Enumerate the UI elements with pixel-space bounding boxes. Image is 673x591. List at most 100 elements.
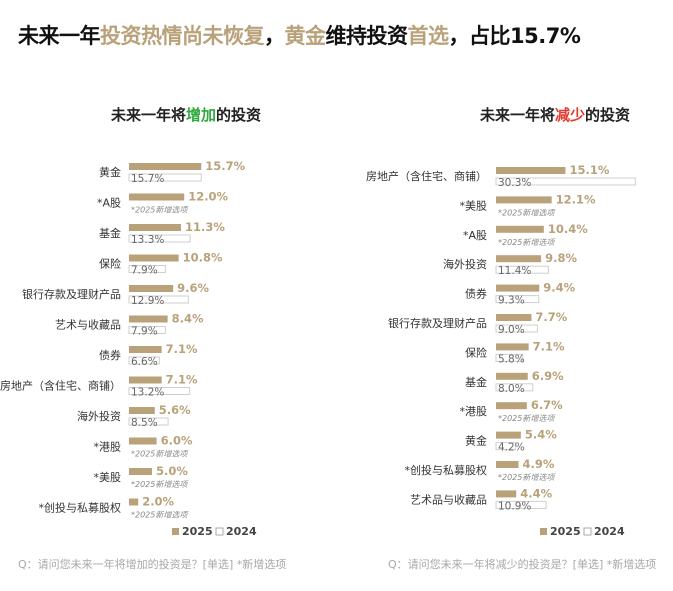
right-category-label: 债券 <box>465 287 487 301</box>
right-value-label-2025: 7.7% <box>535 310 567 324</box>
headline-part-1: 未来一年 <box>18 24 101 48</box>
left-bar-2024 <box>128 417 169 426</box>
left-value-label-2025: 7.1% <box>166 342 198 356</box>
right-value-label-2024: 11.4% <box>498 265 531 277</box>
left-bar-2024 <box>128 387 191 395</box>
left-value-label-2025: 8.4% <box>172 312 204 326</box>
right-bar-2025 <box>496 167 566 174</box>
left-new-option-note: *2025新增选项 <box>131 511 189 520</box>
left-value-label-2024: 7.9% <box>131 265 158 277</box>
left-chart-title-part-1: 未来一年将 <box>110 106 186 124</box>
right-legend-swatch-2025 <box>540 528 547 535</box>
left-value-label-2024: 7.9% <box>131 326 158 338</box>
right-legend-label-2024: 2024 <box>594 525 625 538</box>
right-new-option-note: *2025新增选项 <box>498 473 556 482</box>
left-category-label: *A股 <box>97 197 121 210</box>
left-value-label-2024: 13.3% <box>131 234 164 246</box>
left-category-label: 债券 <box>99 348 121 362</box>
right-value-label-2025: 5.4% <box>525 428 557 442</box>
left-category-label: 基金 <box>99 226 121 240</box>
right-value-label-2024: 4.2% <box>498 442 525 454</box>
left-legend-swatch-2025 <box>172 528 179 535</box>
right-bar-2024 <box>495 442 516 451</box>
left-value-label-2024: 8.5% <box>131 417 158 429</box>
right-bar-2024 <box>495 324 538 333</box>
right-value-label-2025: 15.1% <box>569 163 609 177</box>
left-bar-2025 <box>129 163 202 170</box>
right-bar-2025 <box>496 402 527 410</box>
right-chart-title-part-1: 未来一年将 <box>479 106 555 124</box>
left-category-label: 银行存款及理财产品 <box>22 287 121 301</box>
left-category-label: 房地产（含住宅、商铺） <box>0 379 121 393</box>
left-value-label-2025: 7.1% <box>166 373 198 387</box>
right-chart-footnote: Q：请问您未来一年将减少的投资是？[单选] *新增选项 <box>388 558 657 571</box>
right-bar-2024 <box>495 500 547 509</box>
left-bar-2025 <box>129 468 152 475</box>
right-value-label-2025: 9.8% <box>545 251 577 265</box>
left-value-label-2025: 2.0% <box>142 495 174 509</box>
left-value-label-2025: 9.6% <box>177 281 209 295</box>
left-category-label: *创投与私募股权 <box>39 501 122 515</box>
right-value-label-2024: 10.9% <box>498 500 531 512</box>
right-bar-2024 <box>495 265 549 274</box>
right-value-label-2025: 7.1% <box>533 339 565 353</box>
headline-part-2: 投资热情尚未恢复 <box>100 24 265 48</box>
left-chart-title: 未来一年将增加的投资 <box>110 106 261 124</box>
right-category-label: *A股 <box>463 229 487 242</box>
right-category-label: 黄金 <box>465 434 487 448</box>
left-value-label-2025: 11.3% <box>185 220 225 234</box>
right-new-option-note: *2025新增选项 <box>498 238 556 247</box>
headline-part-6: 首选 <box>407 24 450 48</box>
right-chart-title-part-2: 减少 <box>555 106 585 124</box>
left-value-label-2024: 13.2% <box>131 387 164 399</box>
headline-part-5: 维持投资 <box>325 24 409 48</box>
right-category-label: 基金 <box>465 375 487 389</box>
right-bar-2024 <box>495 383 534 392</box>
right-category-label: *美股 <box>460 199 488 212</box>
page-headline: 未来一年投资热情尚未恢复，黄金维持投资首选，占比15.7% <box>18 20 581 50</box>
left-legend-label-2024: 2024 <box>226 525 257 538</box>
left-new-option-note: *2025新增选项 <box>131 450 189 459</box>
headline-part-4: 黄金 <box>284 24 327 48</box>
left-new-option-note: *2025新增选项 <box>131 480 189 489</box>
left-bar-2025 <box>129 437 157 445</box>
left-value-label-2024: 12.9% <box>131 295 164 307</box>
right-bar-2025 <box>496 461 519 468</box>
left-bar-2024 <box>128 326 166 334</box>
right-bar-2025 <box>496 431 521 439</box>
right-value-label-2025: 6.9% <box>532 369 564 383</box>
right-category-label: 银行存款及理财产品 <box>388 316 487 330</box>
right-bar-2025 <box>496 343 529 351</box>
left-new-option-note: *2025新增选项 <box>131 206 189 215</box>
left-category-label: 艺术与收藏品 <box>55 318 121 332</box>
right-value-label-2025: 9.4% <box>543 281 575 295</box>
right-legend-swatch-2024 <box>583 527 592 536</box>
right-value-label-2024: 30.3% <box>498 177 531 189</box>
right-value-label-2025: 12.1% <box>556 192 596 206</box>
left-value-label-2025: 15.7% <box>205 159 245 173</box>
right-category-label: 房地产（含住宅、商铺） <box>366 169 487 183</box>
left-value-label-2024: 15.7% <box>131 173 164 185</box>
right-bar-2024 <box>495 353 524 362</box>
left-category-label: 保险 <box>99 257 121 271</box>
right-bar-2025 <box>496 490 517 498</box>
left-bar-2025 <box>129 254 179 262</box>
left-value-label-2025: 6.0% <box>161 434 193 448</box>
left-bar-2024 <box>128 173 202 182</box>
left-value-label-2025: 10.8% <box>183 251 223 265</box>
right-bar-2025 <box>496 372 528 380</box>
left-bar-2025 <box>129 315 168 323</box>
right-legend-label-2025: 2025 <box>550 525 581 538</box>
right-bar-2025 <box>496 196 552 204</box>
left-bar-2025 <box>129 407 155 414</box>
right-bar-2025 <box>496 255 542 263</box>
left-legend-swatch-2024 <box>215 527 224 536</box>
left-bar-2024 <box>128 356 160 365</box>
left-bar-2025 <box>129 285 174 292</box>
left-bar-2025 <box>129 498 139 506</box>
right-bar-2024 <box>495 177 636 186</box>
right-bar-2025 <box>496 314 532 321</box>
left-bar-2025 <box>129 346 162 353</box>
right-new-option-note: *2025新增选项 <box>498 414 556 423</box>
